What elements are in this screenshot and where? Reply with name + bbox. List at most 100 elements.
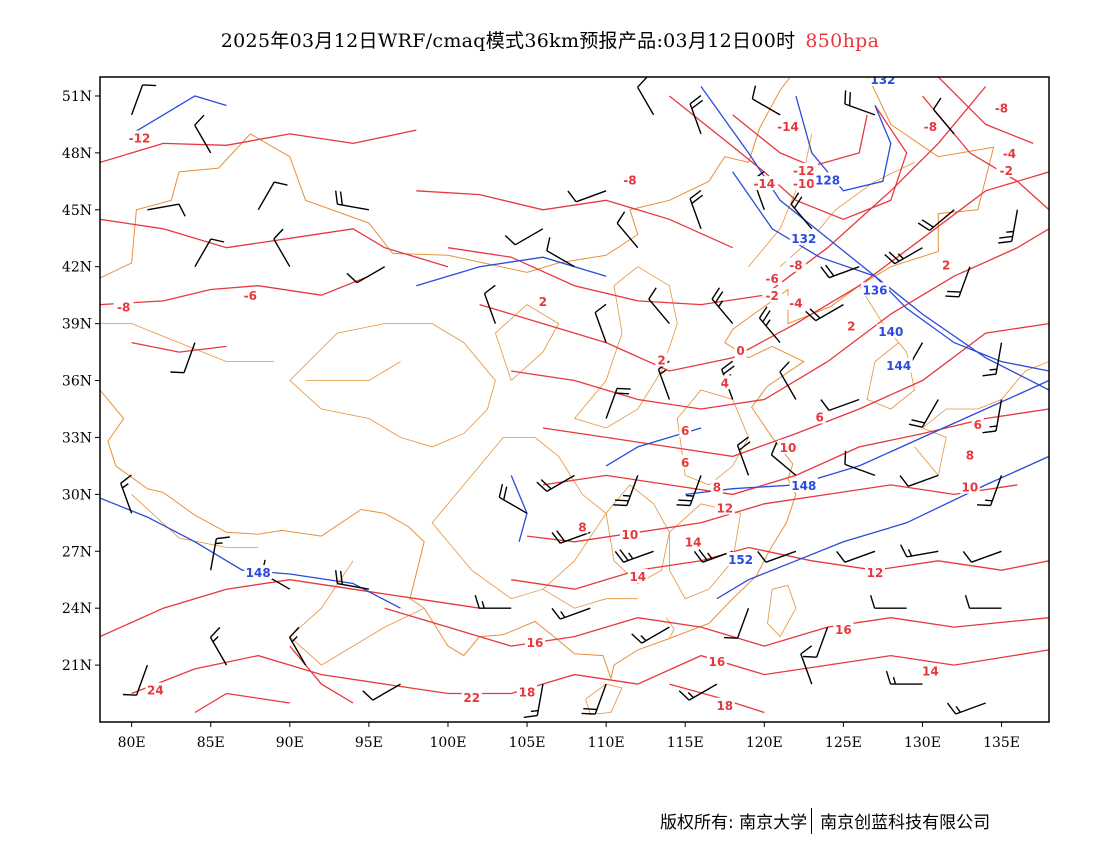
barb-feather (678, 499, 692, 502)
barb-staff (736, 607, 750, 639)
geopotential-label-bg (244, 565, 273, 579)
lon-tick-label: 125E (825, 735, 862, 751)
barb-feather (800, 645, 813, 655)
lat-tick-label: 36N (62, 374, 92, 390)
temperature-label: 24 (147, 684, 164, 698)
lat-tick-label: 48N (62, 146, 92, 162)
temperature-label-bg (461, 690, 482, 705)
wind-barb (335, 190, 370, 211)
barb-half-feather (686, 494, 694, 497)
barb-staff (194, 124, 212, 154)
geopotential-height-contour (795, 95, 892, 192)
geopotential-label: 144 (886, 359, 911, 373)
temperature-isotherm (511, 228, 1049, 410)
province-border (431, 437, 607, 600)
wind-barb (757, 550, 797, 563)
barb-staff (779, 371, 797, 400)
barb-feather (614, 499, 629, 502)
temperature-label: -6 (244, 289, 257, 303)
barb-staff (135, 664, 149, 696)
barb-staff (648, 298, 670, 325)
temperature-label: 16 (527, 636, 544, 650)
wind-barb (551, 530, 591, 544)
barb-feather (619, 549, 629, 561)
barb-feather (289, 626, 300, 638)
temperature-label: 10 (962, 481, 979, 495)
temperature-label: 2 (942, 259, 950, 273)
temperature-isotherm (416, 190, 733, 249)
barb-staff (546, 250, 575, 268)
barb-feather (751, 85, 757, 100)
barb-feather (911, 419, 925, 424)
lat-tick-label: 30N (62, 487, 92, 503)
map-title: 2025年03月12日WRF/cmaq模式36km预报产品:03月12日00时 8… (0, 26, 1100, 53)
barb-staff (514, 228, 544, 246)
barb-staff (623, 550, 654, 563)
temperature-label: -8 (117, 300, 130, 314)
wind-barb (820, 264, 860, 279)
barb-half-feather (560, 611, 566, 618)
temperature-isotherm (100, 129, 417, 164)
temperature-label: 10 (780, 441, 797, 455)
temperature-label: 16 (709, 655, 726, 669)
temperature-label: 6 (816, 411, 824, 425)
barb-feather (723, 636, 738, 639)
wind-barb (194, 238, 225, 268)
temperature-label-bg (813, 409, 826, 424)
barb-half-feather (1006, 230, 1014, 233)
barb-staff (657, 369, 671, 400)
wind-barb (613, 475, 639, 507)
barb-feather (648, 287, 657, 300)
temperature-isotherm (131, 341, 227, 353)
temperature-isotherm (479, 171, 1049, 372)
barb-feather (546, 237, 551, 251)
temperature-label-bg (145, 682, 166, 697)
temperature-label: 10 (622, 528, 639, 542)
province-border (914, 427, 947, 477)
barb-staff (130, 84, 144, 116)
barb-feather (737, 436, 749, 446)
barb-staff (183, 342, 196, 373)
barb-staff (1011, 209, 1019, 242)
wind-barb (335, 570, 370, 590)
lat-tick-label: 42N (62, 260, 92, 276)
barb-half-feather (215, 542, 223, 545)
temperature-label-bg (959, 479, 980, 494)
wind-barb (790, 192, 813, 230)
temperature-label: 0 (736, 344, 744, 358)
temperature-label-bg (576, 519, 589, 534)
wind-barb (567, 190, 607, 203)
wind-barb (362, 683, 401, 701)
temperature-label-bg (774, 119, 802, 134)
barb-staff (147, 203, 180, 211)
barb-feather (567, 190, 577, 203)
barb-feather (691, 99, 704, 110)
temperature-label-bg (714, 697, 735, 712)
geopotential-height-contour (416, 256, 607, 287)
barb-staff (770, 454, 797, 476)
temperature-label-bg (125, 130, 154, 145)
lat-tick-label: 27N (62, 544, 92, 560)
province-border (922, 361, 1049, 429)
temperature-label-bg (865, 565, 885, 579)
barb-feather (869, 594, 876, 609)
barb-staff (257, 181, 275, 211)
longitude-axis: 80E 85E 90E 95E 100E 105E 110E 115E 120E 125E 130E… (118, 722, 1020, 751)
temperature-label-bg (718, 375, 731, 390)
barb-staff (689, 103, 702, 135)
wind-barb (551, 607, 591, 620)
lon-tick-label: 95E (355, 735, 383, 751)
map-frame (99, 76, 1050, 723)
barb-half-feather (530, 709, 539, 713)
barb-staff (483, 293, 497, 324)
barb-half-feather (897, 253, 904, 260)
wind-barb (636, 77, 655, 116)
geopotential-label: 132 (791, 232, 816, 246)
temperature-label-bg (785, 257, 806, 272)
temperature-label-bg (679, 455, 692, 469)
barb-staff (828, 398, 860, 412)
wind-barb (820, 398, 860, 412)
wind-barb (802, 626, 829, 658)
barb-feather (676, 504, 691, 507)
barb-feather (762, 310, 771, 323)
